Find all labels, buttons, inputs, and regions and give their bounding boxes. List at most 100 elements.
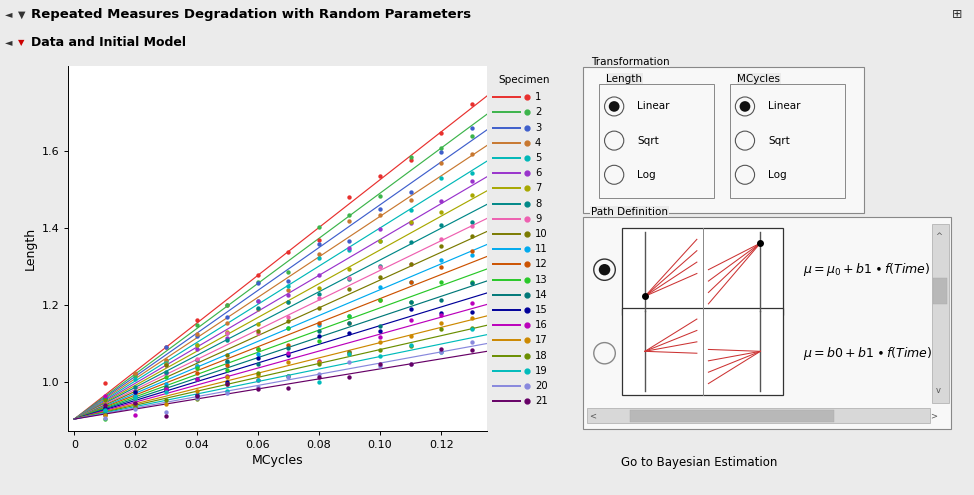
- Point: [372, 172, 388, 180]
- Point: [158, 361, 173, 369]
- Point: [158, 383, 173, 391]
- Point: [189, 362, 205, 370]
- Point: [158, 359, 173, 367]
- Point: [250, 345, 266, 353]
- Point: [250, 385, 266, 393]
- Point: [403, 205, 419, 213]
- Point: [158, 400, 173, 408]
- Text: 2: 2: [535, 107, 542, 117]
- Point: [372, 273, 388, 281]
- Text: 21: 21: [535, 396, 547, 406]
- Point: [311, 271, 326, 279]
- Text: 14: 14: [535, 290, 547, 300]
- Point: [403, 238, 419, 246]
- Point: [311, 357, 326, 365]
- FancyBboxPatch shape: [583, 216, 951, 429]
- Point: [464, 324, 479, 332]
- Point: [97, 410, 113, 418]
- Text: 1: 1: [535, 92, 542, 102]
- Text: ▼: ▼: [18, 38, 24, 47]
- Point: [464, 177, 479, 185]
- Point: [311, 358, 326, 366]
- FancyBboxPatch shape: [621, 308, 783, 395]
- Text: 20: 20: [535, 381, 547, 391]
- Point: [189, 321, 205, 329]
- Point: [281, 372, 296, 380]
- Text: >: >: [929, 411, 937, 420]
- Point: [433, 256, 449, 264]
- Point: [189, 394, 205, 402]
- Point: [311, 294, 326, 302]
- Point: [219, 373, 235, 381]
- Point: [250, 304, 266, 312]
- Text: 16: 16: [535, 320, 547, 330]
- Point: [158, 408, 173, 416]
- Point: [97, 395, 113, 402]
- Point: [433, 296, 449, 303]
- Point: [128, 394, 143, 401]
- Point: [311, 337, 326, 345]
- Point: [342, 358, 357, 366]
- Point: [158, 380, 173, 388]
- Point: [250, 360, 266, 368]
- Point: [311, 373, 326, 381]
- Point: [372, 225, 388, 233]
- Text: 18: 18: [535, 350, 547, 360]
- Point: [372, 210, 388, 218]
- FancyBboxPatch shape: [587, 408, 929, 423]
- Point: [372, 346, 388, 354]
- Point: [97, 406, 113, 414]
- Text: Linear: Linear: [637, 101, 670, 111]
- Point: [311, 321, 326, 329]
- Text: Specimen: Specimen: [499, 75, 550, 85]
- Point: [97, 396, 113, 404]
- Point: [342, 285, 357, 293]
- Point: [281, 324, 296, 332]
- Point: [250, 376, 266, 384]
- Point: [128, 401, 143, 409]
- Point: [189, 362, 205, 370]
- Point: [158, 386, 173, 394]
- Point: [250, 271, 266, 279]
- Point: [372, 333, 388, 341]
- Point: [128, 400, 143, 408]
- Text: Log: Log: [768, 170, 787, 180]
- FancyBboxPatch shape: [629, 410, 834, 422]
- Text: Data and Initial Model: Data and Initial Model: [31, 36, 186, 49]
- Point: [158, 396, 173, 404]
- Point: [433, 242, 449, 249]
- Point: [342, 319, 357, 327]
- Text: 19: 19: [535, 366, 547, 376]
- Point: [403, 360, 419, 368]
- Point: [128, 404, 143, 412]
- Point: [281, 292, 296, 299]
- Point: [250, 376, 266, 384]
- Point: [219, 351, 235, 359]
- Point: [433, 198, 449, 205]
- Point: [342, 347, 357, 355]
- Point: [311, 319, 326, 327]
- Point: [219, 380, 235, 388]
- Point: [189, 395, 205, 402]
- Point: [403, 278, 419, 286]
- Point: [281, 384, 296, 392]
- Point: [311, 378, 326, 386]
- Point: [342, 217, 357, 225]
- FancyBboxPatch shape: [621, 228, 783, 315]
- Point: [433, 263, 449, 271]
- Point: [250, 320, 266, 328]
- Point: [403, 218, 419, 226]
- Point: [250, 297, 266, 305]
- Point: [342, 312, 357, 320]
- Point: [158, 373, 173, 381]
- Point: [372, 352, 388, 360]
- Text: Go to Bayesian Estimation: Go to Bayesian Estimation: [620, 456, 777, 469]
- Point: [403, 332, 419, 340]
- Text: ^: ^: [935, 232, 943, 241]
- Point: [342, 329, 357, 337]
- Point: [433, 325, 449, 333]
- Point: [281, 277, 296, 285]
- Point: [372, 362, 388, 370]
- Point: [311, 236, 326, 244]
- Text: MCycles: MCycles: [737, 74, 780, 84]
